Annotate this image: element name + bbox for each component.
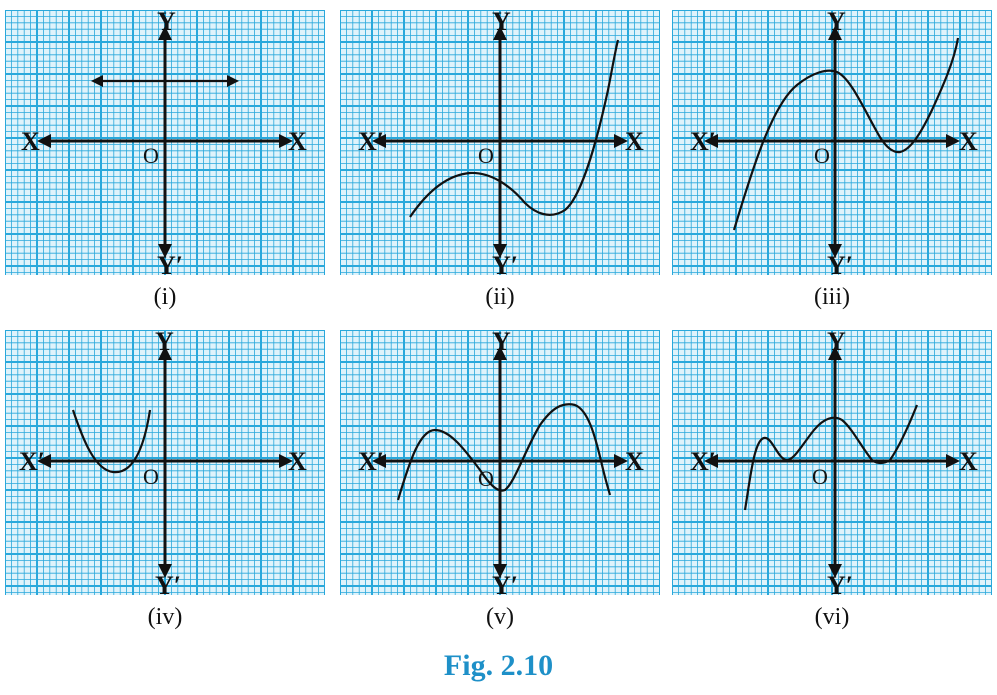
y-neg-axis-label: Y′: [827, 251, 853, 275]
y-neg-arrowhead: [158, 564, 172, 578]
axes: [704, 346, 960, 578]
graph-iv-svg: Y Y′ X′ X O: [5, 330, 325, 595]
x-axis-label: X: [625, 127, 644, 156]
graph-ii-svg: Y Y′ X′ X O: [340, 10, 660, 275]
x-neg-axis-label: X′: [690, 447, 716, 476]
caption-iii: (iii): [814, 284, 850, 310]
caption-v: (v): [486, 604, 514, 630]
origin-label: O: [478, 143, 494, 168]
axes: [704, 26, 960, 258]
y-neg-axis-label: Y′: [155, 571, 181, 595]
y-pos-arrowhead: [493, 26, 507, 40]
graph-i-svg: Y Y′ X X O: [5, 10, 325, 275]
y-axis-label: Y: [492, 10, 511, 36]
x-pos-arrowhead: [946, 454, 960, 468]
origin-label: O: [143, 464, 159, 489]
origin-label: O: [143, 143, 159, 168]
graph-iii-svg: Y Y′ X′ X O: [672, 10, 992, 275]
x-neg-axis-label: X: [21, 127, 40, 156]
x-neg-arrowhead: [704, 454, 718, 468]
graph-vi-svg: Y Y′ X′ X O: [672, 330, 992, 595]
y-neg-axis-label: Y′: [157, 251, 183, 275]
graph-panel-i: Y Y′ X X O: [5, 10, 325, 275]
x-neg-arrowhead: [37, 134, 51, 148]
caption-iv: (iv): [147, 604, 183, 630]
y-axis-label: Y: [155, 330, 174, 356]
graph-panel-vi: Y Y′ X′ X O: [672, 330, 992, 595]
y-neg-arrowhead: [493, 564, 507, 578]
cubic-curve: [409, 39, 620, 218]
y-axis-label: Y: [827, 10, 846, 36]
x-axis-label: X: [959, 127, 978, 156]
cubic-curve: [732, 37, 960, 231]
y-pos-arrowhead: [493, 346, 507, 360]
graph-panel-ii: Y Y′ X′ X O: [340, 10, 660, 275]
x-axis-label: X: [288, 127, 307, 156]
x-pos-arrowhead: [279, 454, 293, 468]
x-pos-arrowhead: [946, 134, 960, 148]
caption-ii: (ii): [485, 284, 515, 310]
x-axis-label: X: [288, 447, 307, 476]
y-neg-axis-label: Y′: [492, 571, 518, 595]
graph-panel-iv: Y Y′ X′ X O: [5, 330, 325, 595]
x-pos-arrowhead: [614, 134, 628, 148]
line-right-arrowhead: [227, 75, 239, 87]
x-pos-arrowhead: [614, 454, 628, 468]
y-pos-arrowhead: [828, 346, 842, 360]
x-neg-arrowhead: [37, 454, 51, 468]
x-neg-axis-label: X′: [358, 447, 384, 476]
graph-panel-v: Y Y′ X′ X O: [340, 330, 660, 595]
y-neg-arrowhead: [493, 244, 507, 258]
axes: [372, 346, 628, 578]
y-neg-arrowhead: [158, 244, 172, 258]
wave-curve: [396, 403, 612, 501]
parabola-curve: [71, 409, 152, 474]
caption-vi: (vi): [814, 604, 850, 630]
x-pos-arrowhead: [279, 134, 293, 148]
y-neg-arrowhead: [828, 564, 842, 578]
caption-i: (i): [153, 284, 177, 310]
x-neg-axis-label: X′: [690, 127, 716, 156]
x-neg-axis-label: X′: [19, 447, 45, 476]
axes: [37, 346, 293, 578]
axes: [37, 26, 293, 258]
y-pos-arrowhead: [828, 26, 842, 40]
x-axis-label: X: [625, 447, 644, 476]
line-left-arrowhead: [91, 75, 103, 87]
y-axis-label: Y: [492, 330, 511, 356]
y-neg-arrowhead: [828, 244, 842, 258]
origin-label: O: [812, 464, 828, 489]
touching-curve: [743, 404, 919, 511]
x-neg-arrowhead: [372, 134, 386, 148]
axes: [372, 26, 628, 258]
y-axis-label: Y: [827, 330, 846, 356]
graph-v-svg: Y Y′ X′ X O: [340, 330, 660, 595]
y-pos-arrowhead: [158, 26, 172, 40]
x-neg-arrowhead: [704, 134, 718, 148]
x-neg-arrowhead: [372, 454, 386, 468]
y-neg-axis-label: Y′: [827, 571, 853, 595]
y-axis-label: Y: [157, 10, 176, 36]
x-neg-axis-label: X′: [358, 127, 384, 156]
origin-label: O: [478, 466, 494, 491]
figure-title: Fig. 2.10: [443, 649, 554, 682]
x-axis-label: X: [959, 447, 978, 476]
y-pos-arrowhead: [158, 346, 172, 360]
graph-panel-iii: Y Y′ X′ X O: [672, 10, 992, 275]
y-neg-axis-label: Y′: [492, 251, 518, 275]
origin-label: O: [814, 143, 830, 168]
